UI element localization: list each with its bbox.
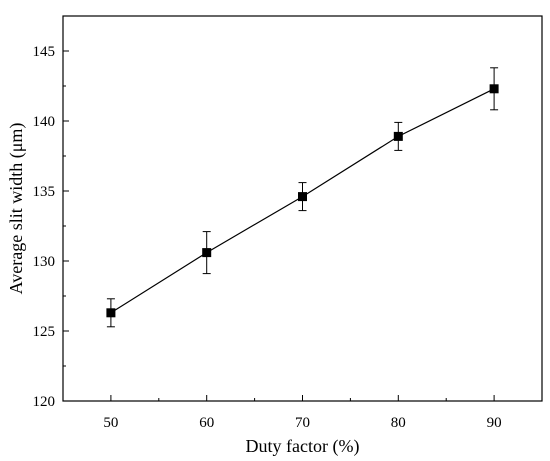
y-tick-label: 130 (33, 254, 56, 270)
x-tick-label: 60 (199, 415, 214, 431)
y-tick-label: 125 (33, 324, 56, 340)
y-axis-label: Average slit width (μm) (6, 123, 27, 295)
x-axis-label: Duty factor (%) (246, 436, 360, 457)
data-point (298, 192, 307, 202)
y-tick-label: 145 (33, 44, 56, 60)
data-point (489, 84, 499, 94)
x-tick-label: 80 (391, 415, 406, 431)
x-tick-label: 70 (295, 415, 310, 431)
y-tick-label: 140 (33, 114, 56, 130)
y-tick-label: 135 (33, 184, 56, 200)
x-tick-label: 50 (103, 415, 118, 431)
data-point (393, 131, 403, 141)
data-point (106, 308, 116, 318)
x-tick-label: 90 (487, 415, 502, 431)
data-point (202, 248, 212, 258)
plot-area: 50 60 70 80 90 120 125 130 135 140 145 (33, 15, 543, 431)
y-tick-label: 120 (33, 394, 56, 410)
